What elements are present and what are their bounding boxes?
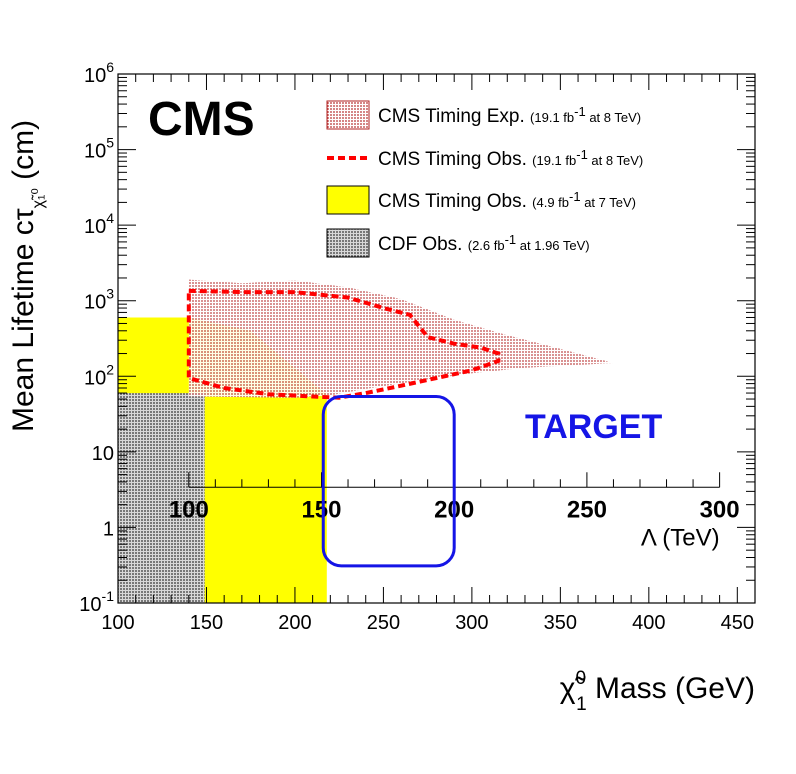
x-axis-title: χ̃0 1 Mass (GeV): [560, 668, 755, 715]
y-tick-label: 106: [84, 59, 114, 87]
legend-entry-name: CMS Timing Obs.: [378, 191, 532, 212]
legend-entry-lumi: (19.1 fb: [530, 110, 574, 125]
x-axis: 100 150 200 250 300 350 400 450: [101, 74, 756, 634]
lambda-tick-label: 300: [700, 496, 740, 523]
y-axis-title-rest: (cm): [7, 120, 40, 188]
legend-entry-lumi: (2.6 fb: [468, 238, 505, 253]
x-tick-label: 150: [190, 612, 223, 634]
legend-entry-lumi-rest: at 8 TeV): [586, 110, 641, 125]
x-tick-label: 450: [721, 612, 754, 634]
y-tick-label: 105: [84, 135, 114, 163]
y-tick-label-exponent: 3: [106, 286, 114, 302]
y-tick-label: 1: [103, 518, 114, 540]
legend-entry-lumi-sup: -1: [569, 189, 581, 204]
y-tick-label: 103: [84, 286, 114, 314]
lambda-tick-label: 100: [169, 496, 209, 523]
y-tick-label: 104: [84, 210, 114, 238]
y-tick-label: 102: [84, 361, 114, 389]
legend-swatch-yellow: [326, 185, 370, 215]
x-axis-title-sub: 1: [576, 694, 587, 715]
lambda-tick-label: 150: [301, 496, 341, 523]
legend-entry-name: CMS Timing Obs.: [378, 149, 532, 170]
legend-entry-label: CMS Timing Obs. (19.1 fb-1 at 8 TeV): [378, 147, 643, 170]
legend-entry-label: CDF Obs. (2.6 fb-1 at 1.96 TeV): [378, 232, 590, 255]
y-tick-label-base: 10: [84, 367, 106, 389]
legend-entry-lumi-rest: at 8 TeV): [588, 153, 643, 168]
y-tick-label-exponent: 5: [106, 135, 114, 151]
x-tick-label: 100: [101, 612, 134, 634]
legend-entry-lumi-sup: -1: [505, 232, 517, 247]
x-axis-title-sup: 0: [575, 668, 586, 689]
y-tick-label-exponent: 6: [106, 59, 114, 75]
y-tick-label-exponent: 4: [106, 210, 114, 226]
x-tick-label: 200: [278, 612, 311, 634]
y-axis-title-sub: χ̃₁⁰: [30, 188, 47, 208]
region-cdf: [118, 393, 205, 603]
x-tick-label: 400: [632, 612, 665, 634]
legend-entry-lumi-sup: -1: [574, 104, 586, 119]
y-tick-label-base: 10: [84, 292, 106, 314]
legend-entry-label: CMS Timing Exp. (19.1 fb-1 at 8 TeV): [378, 104, 641, 127]
y-tick-label-base: 10: [79, 594, 101, 616]
legend-entry-lumi-rest: at 1.96 TeV): [516, 238, 589, 253]
experiment-label: CMS: [148, 93, 255, 146]
y-tick-label-base: 10: [84, 65, 106, 87]
lambda-axis-title: Λ (TeV): [641, 524, 720, 551]
x-tick-label: 250: [367, 612, 400, 634]
legend-entry-name: CDF Obs.: [378, 234, 468, 255]
lambda-tick-label: 250: [567, 496, 607, 523]
target-box: [321, 395, 456, 568]
y-axis-title-main: Mean Lifetime cτ: [7, 208, 40, 432]
y-tick-label: 10: [92, 443, 114, 465]
line-cms-8tev-observed: [186, 288, 501, 400]
y-tick-label-base: 10: [84, 141, 106, 163]
x-axis-title-rest: Mass (GeV): [587, 672, 755, 705]
x-tick-label: 350: [544, 612, 577, 634]
target-label: TARGET: [525, 408, 662, 446]
annotations: TARGET: [321, 395, 662, 568]
legend-entry-lumi: (19.1 fb: [532, 153, 576, 168]
legend-entry-lumi-rest: at 7 TeV): [581, 195, 636, 210]
y-tick-label: 10-1: [79, 588, 114, 616]
legend: CMS Timing Exp. (19.1 fb-1 at 8 TeV)CMS …: [326, 100, 643, 258]
y-tick-label-exponent: 2: [106, 361, 114, 377]
x-tick-label: 300: [455, 612, 488, 634]
region-cms-8tev-expected: [188, 279, 614, 398]
legend-swatch-hatched-red: [326, 100, 370, 130]
y-tick-label-base: 10: [84, 216, 106, 238]
exclusion-regions: [118, 279, 614, 603]
y-tick-label-base: 10: [92, 443, 114, 465]
legend-entry-lumi-sup: -1: [576, 147, 588, 162]
y-tick-label-base: 1: [103, 518, 114, 540]
y-tick-label-exponent: -1: [102, 588, 115, 604]
legend-swatch-hatched-gray: [326, 228, 370, 258]
y-axis-title: Mean Lifetime cτχ̃₁⁰ (cm): [7, 120, 47, 432]
legend-entry-name: CMS Timing Exp.: [378, 106, 530, 127]
legend-entry-lumi: (4.9 fb: [532, 195, 569, 210]
legend-entry-label: CMS Timing Obs. (4.9 fb-1 at 7 TeV): [378, 189, 636, 212]
